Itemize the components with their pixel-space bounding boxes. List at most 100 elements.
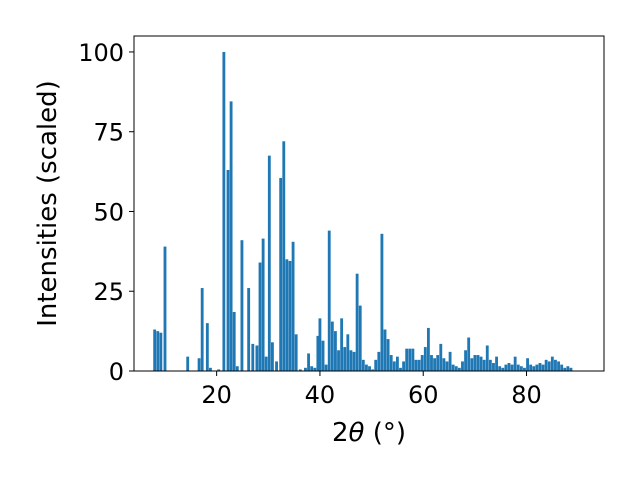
bar-1: [156, 331, 160, 371]
bar-63: [399, 367, 402, 371]
y-axis: 0 25 50 75 100: [78, 39, 134, 386]
bar-0: [153, 329, 157, 371]
bar-104: [526, 358, 529, 371]
bar-71: [423, 347, 427, 371]
bar-116: [563, 367, 567, 371]
bar-26: [282, 141, 286, 371]
bar-20: [261, 238, 265, 371]
bar-6: [200, 288, 204, 371]
bar-72: [426, 327, 430, 371]
bar-93: [492, 363, 495, 371]
bar-21: [264, 356, 268, 371]
bar-118: [569, 367, 573, 371]
bar-85: [467, 337, 471, 371]
bar-89: [479, 356, 483, 371]
plot-frame: [133, 35, 605, 372]
bar-106: [532, 366, 536, 371]
y-tick-label: 25: [93, 278, 124, 306]
bar-99: [510, 364, 514, 371]
bar-13: [232, 311, 236, 371]
bar-23: [271, 342, 274, 371]
bar-101: [516, 364, 520, 371]
bar-65: [405, 348, 409, 371]
bar-50: [358, 305, 362, 371]
bar-4: [186, 356, 190, 371]
bar-14: [235, 366, 239, 371]
bar-55: [374, 359, 378, 371]
bar-39: [324, 364, 328, 371]
bar-24: [275, 361, 278, 371]
bar-32: [304, 367, 307, 371]
bar-40: [327, 230, 331, 371]
bar-98: [507, 363, 511, 371]
bar-30: [294, 334, 298, 371]
bar-61: [392, 361, 396, 371]
bar-17: [251, 343, 255, 371]
bar-97: [504, 364, 508, 371]
bar-91: [485, 345, 489, 371]
bar-112: [550, 356, 554, 371]
bar-102: [519, 366, 523, 371]
bar-92: [488, 359, 492, 371]
bar-96: [501, 367, 505, 371]
bar-88: [476, 355, 480, 371]
bar-47: [349, 350, 353, 371]
bar-41: [330, 321, 334, 371]
x-tick-label: 40: [305, 381, 336, 409]
bar-8: [209, 367, 212, 371]
bar-56: [377, 351, 381, 371]
bar-25: [279, 177, 283, 371]
bar-113: [554, 359, 557, 371]
bar-16: [247, 288, 251, 371]
bar-110: [544, 359, 548, 371]
bar-43: [337, 350, 340, 371]
bar-52: [365, 364, 368, 371]
bar-87: [473, 355, 477, 371]
bar-7: [205, 323, 209, 371]
bar-107: [535, 364, 539, 371]
bar-27: [285, 259, 289, 371]
bar-79: [448, 351, 452, 371]
bar-108: [538, 363, 542, 371]
bar-69: [417, 359, 421, 371]
x-axis-label: 2θ (°): [332, 418, 406, 448]
y-tick-label: 0: [109, 358, 124, 386]
x-tick-label: 60: [408, 381, 439, 409]
bar-2: [159, 332, 163, 371]
bar-94: [495, 356, 498, 371]
bar-67: [411, 348, 415, 371]
bar-36: [316, 335, 320, 371]
y-tick-label: 50: [93, 198, 124, 226]
bar-34: [310, 366, 314, 371]
bar-37: [318, 318, 322, 371]
bar-114: [557, 361, 560, 371]
bar-3: [163, 246, 167, 371]
bar-11: [226, 170, 230, 371]
bar-22: [267, 155, 271, 371]
bar-51: [361, 359, 365, 371]
bar-35: [313, 367, 317, 371]
bar-38: [321, 340, 325, 371]
bar-105: [529, 364, 533, 371]
bar-73: [430, 355, 433, 371]
bar-75: [436, 355, 440, 371]
bar-49: [355, 273, 359, 371]
bar-111: [547, 361, 551, 371]
bar-59: [386, 339, 390, 371]
bar-82: [457, 367, 461, 371]
bar-29: [291, 241, 295, 371]
bar-117: [566, 366, 570, 371]
bar-64: [402, 361, 406, 371]
bar-48: [352, 351, 356, 371]
bar-109: [541, 364, 545, 371]
bar-31: [298, 369, 302, 371]
bar-19: [258, 262, 262, 371]
bar-57: [380, 233, 384, 371]
y-axis-label: Intensities (scaled): [33, 80, 63, 327]
bar-83: [461, 361, 464, 371]
bar-84: [464, 350, 467, 371]
bar-81: [454, 366, 458, 371]
bar-77: [442, 358, 446, 371]
bar-103: [523, 367, 526, 371]
